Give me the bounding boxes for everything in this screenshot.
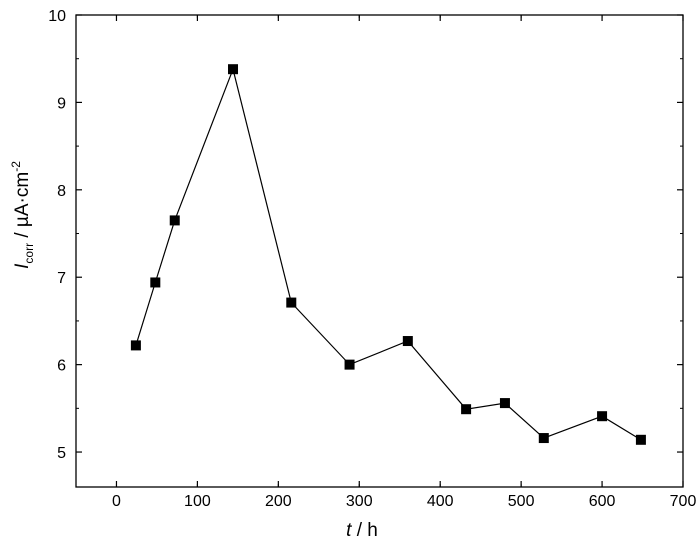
x-axis-symbol: t <box>346 520 352 541</box>
x-tick-label: 100 <box>184 493 211 510</box>
x-tick-label: 500 <box>508 493 535 510</box>
y-tick-label: 9 <box>57 95 66 112</box>
data-point-marker <box>461 404 472 415</box>
y-axis-ticks: 5 6 7 8 9 10 <box>48 8 683 462</box>
y-tick-label: 7 <box>57 270 66 287</box>
y-axis-subscript: corr <box>22 243 36 264</box>
data-point-marker <box>402 336 413 347</box>
data-point-marker <box>635 434 646 445</box>
series-layer <box>130 64 646 445</box>
data-point-marker <box>597 411 608 422</box>
data-point-marker <box>538 433 549 444</box>
data-point-marker <box>344 359 355 370</box>
x-tick-label: 300 <box>346 493 373 510</box>
x-tick-label: 200 <box>265 493 292 510</box>
y-tick-label: 10 <box>48 8 66 25</box>
data-point-marker <box>150 277 161 288</box>
data-point-marker <box>130 340 141 351</box>
data-point-marker <box>169 215 180 226</box>
x-tick-label: 600 <box>589 493 616 510</box>
data-point-marker <box>286 297 297 308</box>
x-axis-label: t / h <box>346 520 378 541</box>
x-tick-label: 0 <box>112 493 121 510</box>
series-line <box>135 67 642 441</box>
y-tick-label: 5 <box>57 445 66 462</box>
y-tick-label: 8 <box>57 183 66 200</box>
x-axis-unit: / h <box>351 520 377 541</box>
x-axis-ticks: 0 100 200 300 400 500 600 700 <box>112 15 696 510</box>
y-tick-label: 6 <box>57 358 66 375</box>
plot-frame <box>75 14 684 488</box>
y-axis-label: Icorr / µA·cm-2 <box>9 161 36 269</box>
y-axis-superscript: -2 <box>9 161 23 172</box>
y-axis-symbol: I <box>12 263 33 269</box>
y-axis-unit: / µA·cm <box>12 172 33 243</box>
data-point-marker <box>228 64 239 75</box>
data-point-marker <box>499 398 510 409</box>
x-tick-label: 700 <box>670 493 697 510</box>
x-tick-label: 400 <box>427 493 454 510</box>
